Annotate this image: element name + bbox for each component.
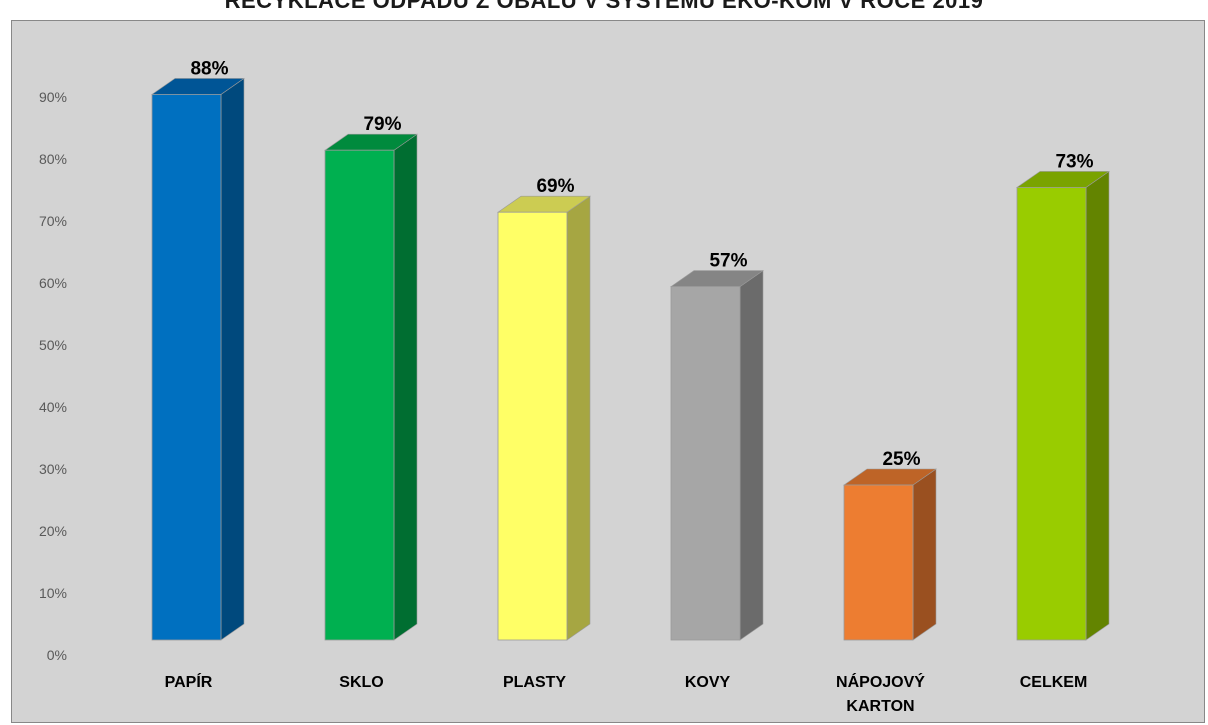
data-label: 69% bbox=[536, 176, 574, 197]
bar bbox=[670, 270, 764, 641]
y-tick-label: 60% bbox=[39, 275, 67, 291]
x-category-label: CELKEM bbox=[1020, 674, 1088, 691]
data-label: 79% bbox=[363, 114, 401, 135]
chart-title: RECYKLACE ODPADŮ Z OBALŮ V SYSTÉMU EKO-K… bbox=[224, 0, 984, 13]
x-category-label: PAPÍR bbox=[165, 672, 213, 691]
bar-front bbox=[843, 484, 914, 641]
bar bbox=[324, 133, 418, 641]
bar-side bbox=[393, 133, 418, 641]
data-label: 25% bbox=[882, 449, 920, 470]
y-tick-label: 80% bbox=[39, 151, 67, 167]
x-category-label: KARTON bbox=[846, 698, 914, 715]
bar-front bbox=[670, 286, 741, 641]
bar-side bbox=[566, 195, 591, 641]
bar-side bbox=[912, 468, 937, 641]
x-category-label: NÁPOJOVÝ bbox=[836, 672, 925, 691]
bar-side bbox=[739, 270, 764, 641]
bar-front bbox=[497, 211, 568, 641]
bar-front bbox=[324, 149, 395, 641]
bar bbox=[843, 468, 937, 641]
x-category-label: PLASTY bbox=[503, 674, 566, 691]
data-label: 57% bbox=[709, 251, 747, 272]
y-tick-label: 70% bbox=[39, 213, 67, 229]
bar-front bbox=[151, 94, 222, 641]
y-tick-label: 20% bbox=[39, 523, 67, 539]
y-tick-label: 90% bbox=[39, 89, 67, 105]
bar-side bbox=[220, 77, 245, 641]
x-category-label: SKLO bbox=[339, 674, 383, 691]
y-tick-label: 30% bbox=[39, 461, 67, 477]
bar bbox=[151, 77, 245, 641]
y-tick-label: 40% bbox=[39, 399, 67, 415]
y-tick-label: 0% bbox=[47, 647, 67, 663]
y-tick-label: 10% bbox=[39, 585, 67, 601]
data-label: 88% bbox=[190, 58, 228, 79]
bar-front bbox=[1016, 186, 1087, 641]
bar bbox=[497, 195, 591, 641]
bar-side bbox=[1085, 170, 1110, 641]
y-tick-label: 50% bbox=[39, 337, 67, 353]
data-label: 73% bbox=[1055, 151, 1093, 172]
x-category-label: KOVY bbox=[685, 674, 731, 691]
bar bbox=[1016, 170, 1110, 641]
